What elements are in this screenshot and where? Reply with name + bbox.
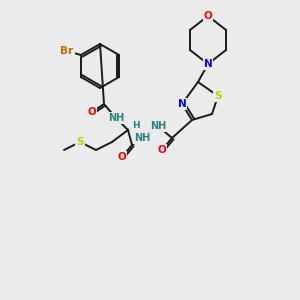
Text: O: O: [158, 145, 166, 155]
Text: Br: Br: [60, 46, 74, 56]
Text: O: O: [88, 107, 96, 117]
Text: NH: NH: [108, 113, 124, 123]
Text: H: H: [132, 122, 140, 130]
Text: O: O: [204, 11, 212, 21]
Text: S: S: [76, 137, 84, 147]
Text: NH: NH: [150, 121, 166, 131]
Text: O: O: [118, 152, 126, 162]
Text: N: N: [178, 99, 186, 109]
Text: NH: NH: [134, 133, 150, 143]
Text: S: S: [214, 91, 222, 101]
Text: N: N: [204, 59, 212, 69]
